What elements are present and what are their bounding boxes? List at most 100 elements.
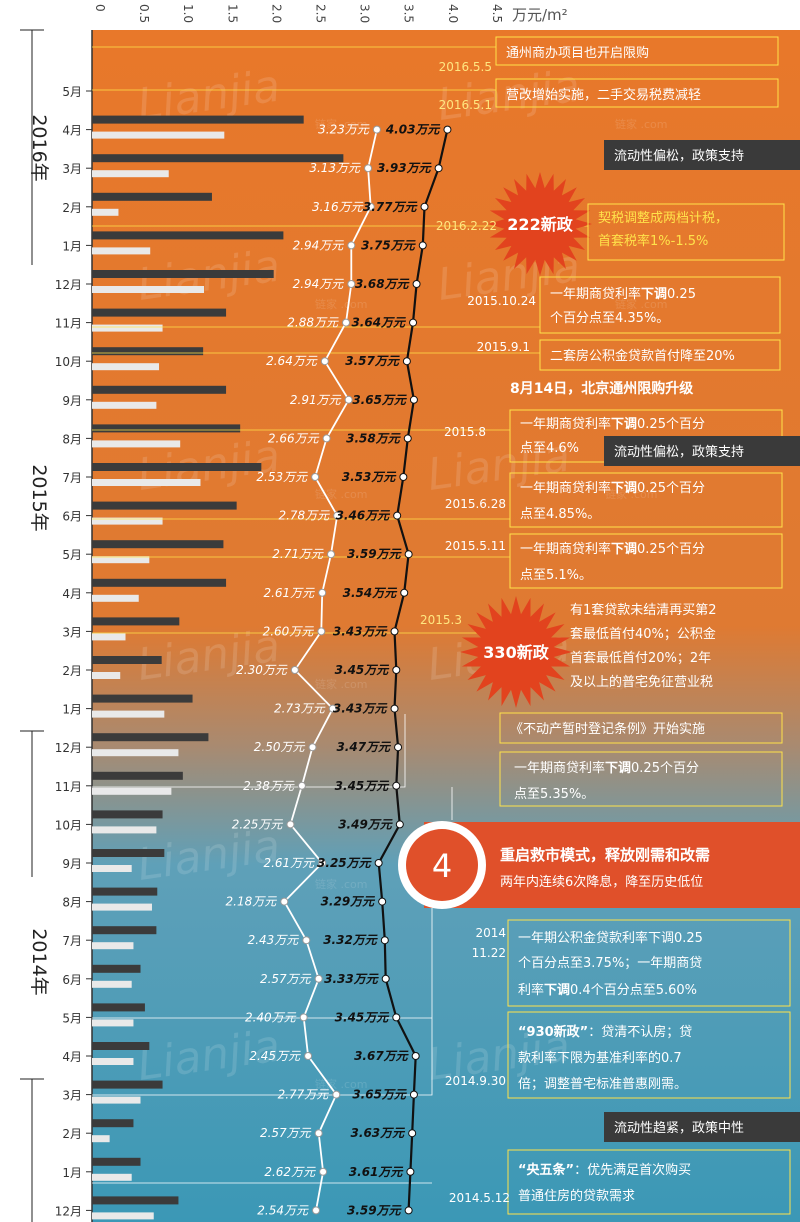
month-label: 7月: [62, 471, 82, 485]
data-point-white: [314, 974, 323, 983]
data-label-dark: 3.77万元: [363, 200, 419, 214]
annotation-text: 点至5.35%。: [514, 787, 594, 802]
month-label: 8月: [62, 432, 82, 446]
data-label-white: 2.94万元: [293, 277, 345, 291]
data-label-white: 2.88万元: [287, 316, 339, 330]
month-label: 11月: [55, 317, 82, 331]
annotation-text: 有1套贷款未结清再买第2: [570, 602, 717, 618]
data-label-dark: 3.59万元: [347, 547, 403, 561]
data-point-white: [347, 280, 356, 288]
watermark-small: 链家 .com: [605, 487, 658, 501]
data-label-dark: 3.68万元: [355, 277, 411, 291]
data-point-white: [304, 1052, 313, 1060]
bar-dark: [92, 115, 304, 124]
annotation-box: [507, 1149, 791, 1215]
annotation-box: [509, 533, 783, 589]
x-tick-label: 1.0: [181, 4, 195, 23]
data-label-white: 2.18万元: [226, 895, 278, 909]
bar-dark: [92, 1042, 150, 1050]
data-point-dark: [393, 511, 402, 520]
data-label-dark: 3.63万元: [351, 1126, 407, 1140]
annotation-text: 套最低首付40%；公积金: [570, 626, 716, 642]
data-point-dark: [392, 1013, 401, 1022]
data-label-dark: 3.43万元: [333, 702, 389, 716]
watermark-small: 链家 .com: [315, 487, 368, 501]
data-label-white: 2.25万元: [232, 817, 284, 831]
data-label-white: 2.50万元: [254, 740, 306, 754]
data-point-dark: [403, 434, 412, 443]
bar-light: [92, 1058, 134, 1065]
annotation-text: 个百分点至4.35%。: [550, 311, 669, 326]
data-label-white: 2.54万元: [257, 1203, 309, 1217]
x-tick-label: 0: [93, 4, 107, 12]
policy-tag-bg: [604, 140, 800, 170]
data-point-dark: [434, 164, 443, 173]
month-label: 6月: [62, 973, 82, 987]
data-label-dark: 3.58万元: [346, 431, 402, 445]
annotation-date: 2015.5.11: [445, 539, 506, 553]
data-point-white: [280, 897, 289, 906]
guide-line: [92, 714, 406, 788]
policy-tag-bg: [604, 1112, 800, 1142]
annotation-text: 一年期商贷利率下调0.25个百分: [520, 480, 705, 496]
bar-light: [92, 401, 157, 409]
annotation-text: 点至5.1%。: [520, 568, 592, 583]
data-point-dark: [395, 820, 404, 829]
bar-dark: [92, 733, 209, 742]
annotation-box: [587, 203, 785, 261]
month-label: 11月: [55, 780, 82, 794]
annotation-text: 营改增始实施，二手交易税费减轻: [506, 87, 701, 103]
data-point-white: [318, 859, 327, 867]
month-label: 3月: [62, 162, 82, 176]
annotation-text: 一年期商贷利率下调0.25个百分: [520, 416, 705, 432]
annotation-date: 2015.10.24: [467, 294, 536, 308]
data-point-dark: [420, 202, 429, 211]
data-label-white: 2.40万元: [245, 1010, 297, 1024]
data-label-dark: 3.64万元: [351, 316, 407, 330]
data-label-white: 2.57万元: [260, 972, 312, 986]
policy-tag: 流动性偏松，政策支持: [614, 444, 744, 460]
data-point-dark: [443, 125, 452, 134]
bar-dark: [92, 308, 227, 317]
bar-dark: [92, 270, 274, 278]
data-point-white: [342, 318, 351, 327]
data-point-white: [299, 1013, 308, 1022]
annotation-text: 首套税率1%-1.5%: [598, 233, 708, 249]
data-point-dark: [409, 395, 418, 404]
month-label: 5月: [62, 1011, 82, 1025]
data-label-dark: 3.29万元: [321, 895, 377, 909]
bar-dark: [92, 192, 212, 201]
month-label: 10月: [55, 818, 82, 832]
data-point-dark: [390, 704, 399, 713]
bar-light: [92, 363, 160, 371]
watermark-small: 链家 .com: [315, 117, 368, 131]
annotation-text: 首套最低首付20%；2年: [570, 650, 711, 666]
data-point-white: [297, 781, 306, 790]
data-point-dark: [418, 241, 427, 250]
data-point-dark: [411, 1052, 420, 1060]
data-point-dark: [374, 859, 383, 867]
highlight-title: 重启救市模式，释放刚需和改需: [500, 846, 710, 864]
data-point-white: [347, 241, 356, 250]
month-label: 12月: [55, 1204, 82, 1218]
month-label: 2月: [62, 664, 82, 678]
bar-light: [92, 865, 132, 872]
annotation-text: 一年期商贷利率下调0.25个百分: [514, 760, 699, 776]
data-point-dark: [409, 1090, 418, 1099]
bar-dark: [92, 1003, 145, 1012]
data-label-white: 2.38万元: [243, 779, 295, 793]
badge-text: 222新政: [507, 215, 573, 234]
watermark-small: 链家 .com: [315, 1077, 368, 1091]
guide-line: [92, 905, 433, 1096]
annotation-text: 通州商办项目也开启限购: [506, 45, 649, 61]
month-label: 4月: [62, 124, 82, 138]
data-point-dark: [409, 318, 418, 327]
month-label: 12月: [55, 741, 82, 755]
annotation-text: 利率下调0.4个百分点至5.60%: [518, 982, 697, 998]
watermark-small: 链家 .com: [315, 877, 368, 891]
month-label: 3月: [62, 625, 82, 639]
data-label-white: 2.53万元: [256, 470, 308, 484]
bar-light: [92, 1135, 110, 1143]
bar-dark: [92, 540, 224, 549]
